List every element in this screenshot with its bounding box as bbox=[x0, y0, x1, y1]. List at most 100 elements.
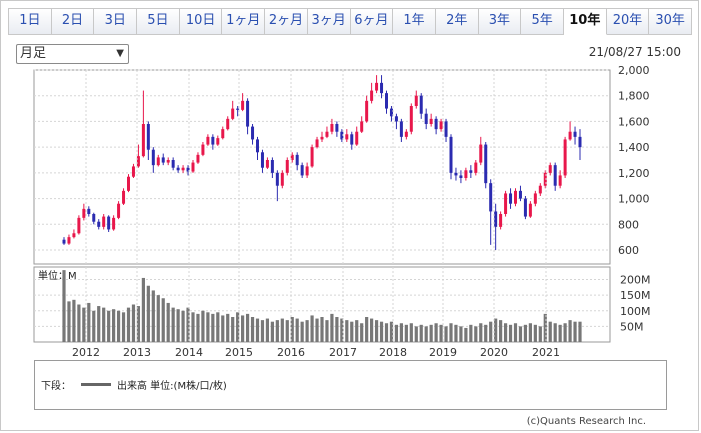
legend-box: 下段： 出来高 単位:(M株/口/枚) bbox=[34, 360, 667, 410]
volume-bar bbox=[260, 320, 265, 342]
volume-bar bbox=[176, 309, 180, 342]
volume-bar bbox=[563, 323, 567, 342]
volume-bar bbox=[494, 318, 498, 342]
candle-body bbox=[151, 149, 155, 166]
tab-14[interactable]: 20年 bbox=[606, 9, 650, 35]
tab-8[interactable]: 6ヶ月 bbox=[350, 9, 394, 35]
volume-bar bbox=[374, 320, 379, 342]
tab-1[interactable]: 2日 bbox=[51, 9, 95, 35]
tab-9[interactable]: 1年 bbox=[393, 9, 436, 35]
volume-bar bbox=[236, 312, 240, 342]
tab-4[interactable]: 10日 bbox=[179, 9, 223, 35]
tab-15[interactable]: 30年 bbox=[649, 9, 692, 35]
volume-bar bbox=[424, 326, 428, 342]
tab-5[interactable]: 1ヶ月 bbox=[222, 9, 266, 35]
volume-bar bbox=[464, 327, 468, 342]
tab-12[interactable]: 5年 bbox=[521, 9, 564, 35]
volume-bar bbox=[394, 324, 399, 342]
volume-bar bbox=[330, 313, 334, 342]
candle-body bbox=[265, 160, 269, 168]
volume-bar bbox=[300, 321, 304, 342]
price-tick-label: 1,600 bbox=[618, 115, 650, 128]
candle-body bbox=[72, 233, 76, 238]
price-tick-label: 800 bbox=[618, 218, 639, 231]
price-panel bbox=[33, 69, 611, 265]
candle-body bbox=[434, 118, 438, 130]
candle-body bbox=[156, 157, 160, 166]
candle-body bbox=[454, 172, 458, 176]
candle-body bbox=[127, 176, 130, 191]
volume-bar bbox=[573, 321, 577, 342]
volume-bar bbox=[290, 317, 294, 342]
candle-body bbox=[260, 152, 264, 168]
volume-bar bbox=[181, 310, 185, 342]
candle-body bbox=[77, 217, 81, 234]
volume-bar bbox=[77, 304, 81, 342]
candle-body bbox=[340, 131, 344, 140]
volume-bar bbox=[116, 310, 121, 342]
tab-6[interactable]: 2ヶ月 bbox=[265, 9, 308, 35]
candle-body bbox=[246, 100, 250, 127]
period-tabs: 1日 2日 3日 5日 10日 1ヶ月 2ヶ月 3ヶ月 6ヶ月 1年 2年 3年 5年 10年 20年 30年 bbox=[8, 8, 692, 35]
volume-bar bbox=[255, 318, 260, 342]
volume-bar bbox=[345, 320, 349, 342]
volume-bar bbox=[241, 315, 245, 342]
volume-bar bbox=[112, 309, 116, 342]
candle-body bbox=[399, 121, 403, 137]
volume-bar bbox=[350, 321, 354, 342]
candle-body bbox=[236, 108, 240, 110]
candle-body bbox=[350, 134, 354, 145]
volume-bar bbox=[206, 312, 210, 342]
volume-bar bbox=[226, 313, 230, 342]
volume-bar bbox=[568, 320, 572, 342]
candle-body bbox=[365, 100, 369, 122]
candle-body bbox=[280, 172, 284, 186]
tab-11[interactable]: 3年 bbox=[478, 9, 522, 35]
candle-body bbox=[474, 162, 478, 173]
volume-bar bbox=[141, 277, 145, 342]
volume-bar bbox=[97, 306, 101, 342]
candle-body bbox=[479, 144, 483, 163]
price-volume-chart: 600 800 1,000 1,200 1,400 1,600 1,800 2,000 50M… bbox=[33, 64, 651, 359]
candle-body bbox=[141, 124, 145, 157]
candle-body bbox=[573, 131, 577, 137]
candle-body bbox=[221, 129, 225, 139]
x-tick-label: 2021 bbox=[532, 346, 560, 359]
volume-bar bbox=[479, 323, 483, 342]
volume-bar bbox=[558, 324, 562, 342]
legend-volume-label: 出来高 単位:(M株/口/枚) bbox=[117, 381, 227, 392]
volume-bar bbox=[107, 310, 111, 342]
period-select[interactable]: 月足 ▼ bbox=[16, 44, 129, 64]
price-tick-label: 600 bbox=[618, 244, 639, 257]
tab-0[interactable]: 1日 bbox=[9, 9, 52, 35]
candle-body bbox=[345, 134, 349, 140]
legend-row: 下段： 出来高 単位:(M株/口/枚) bbox=[41, 377, 227, 392]
candle-body bbox=[330, 124, 334, 132]
candle-body bbox=[459, 175, 463, 178]
volume-bar bbox=[136, 306, 141, 342]
candle-body bbox=[107, 216, 111, 230]
tab-3[interactable]: 5日 bbox=[137, 9, 180, 35]
tab-10[interactable]: 2年 bbox=[435, 9, 479, 35]
candle-body bbox=[201, 144, 205, 155]
candle-body bbox=[394, 116, 398, 122]
tab-13[interactable]: 10年 bbox=[563, 9, 607, 35]
candle-body bbox=[87, 208, 91, 214]
candle-body bbox=[355, 131, 359, 145]
candle-body bbox=[191, 162, 195, 172]
volume-bar bbox=[469, 324, 473, 342]
volume-bar bbox=[518, 326, 523, 342]
candle-body bbox=[528, 203, 532, 217]
volume-bar bbox=[231, 317, 235, 342]
volume-bar bbox=[67, 301, 71, 342]
volume-bar bbox=[265, 318, 270, 342]
volume-bar bbox=[355, 320, 359, 342]
candle-body bbox=[518, 190, 522, 199]
volume-bar bbox=[221, 315, 225, 342]
volume-bar bbox=[196, 313, 200, 342]
tab-7[interactable]: 3ヶ月 bbox=[307, 9, 351, 35]
volume-bar bbox=[404, 324, 408, 342]
volume-bar bbox=[72, 299, 76, 342]
tab-2[interactable]: 3日 bbox=[94, 9, 138, 35]
candle-body bbox=[553, 165, 557, 186]
